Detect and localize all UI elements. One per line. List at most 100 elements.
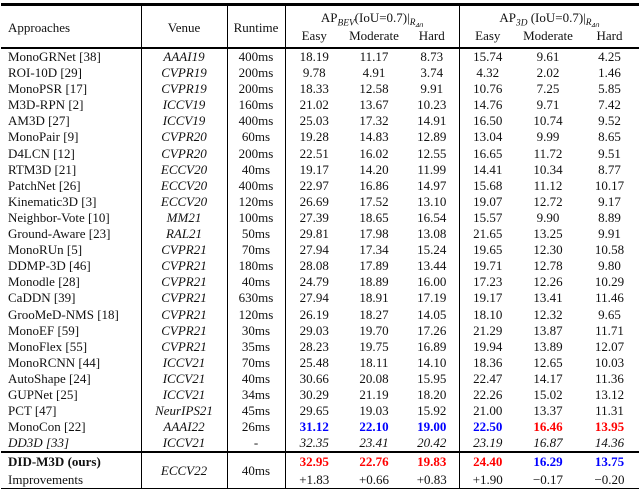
runtime-cell: 70ms xyxy=(227,242,286,259)
metric-3d-easy: 15.74 xyxy=(473,49,503,64)
col-header-runtime: Runtime xyxy=(227,4,286,49)
approach-name: MonoRUn [5] xyxy=(1,242,142,259)
metric-3d-moderate: 14.17 xyxy=(533,370,563,386)
metric-bev-hard: 12.55 xyxy=(405,145,460,162)
header-sub-row: Easy Moderate Hard Easy Moderate Hard xyxy=(1,27,640,49)
metric-bev-hard: 14.05 xyxy=(405,306,460,323)
runtime-cell: 34ms xyxy=(227,386,286,404)
venue-cell: ICCV21 xyxy=(141,354,228,371)
approach-name: MonoGRNet [38] xyxy=(1,48,142,66)
metric-bev-easy: 32.35 xyxy=(299,435,329,451)
metric-3d-hard: 11.71 xyxy=(595,322,624,338)
metric-3d-easy: 15.57 xyxy=(473,209,503,225)
approach-name: AutoShape [24] xyxy=(1,370,142,387)
runtime-cell: 400ms xyxy=(227,177,286,194)
runtime-cell: 26ms xyxy=(227,419,286,436)
runtime-cell: 35ms xyxy=(227,338,286,355)
metric-3d-easy: 4.32 xyxy=(476,65,500,81)
table-row: MonoFlex [55] CVPR21 35ms 28.23 19.75 16… xyxy=(1,338,639,355)
metric-3d-moderate: 13.89 xyxy=(533,338,563,354)
table-row: GUPNet [25] ICCV21 34ms 30.29 21.19 18.2… xyxy=(1,386,639,404)
metric-bev-hard: 20.42 xyxy=(405,435,460,453)
improvements-label: Improvements xyxy=(1,470,142,489)
approach-name: M3D-RPN [2] xyxy=(1,97,142,114)
venue-cell: ECCV22 xyxy=(141,451,228,489)
metric-bev-easy: 22.51 xyxy=(299,145,329,161)
table-header: Approaches Venue Runtime APBEV(IoU=0.7)|… xyxy=(1,4,640,49)
metric-bev-hard: 8.73 xyxy=(405,48,460,66)
col-group-ap-bev: APBEV(IoU=0.7)|R40 xyxy=(285,4,460,27)
table-row: DDMP-3D [46] CVPR21 180ms 28.08 17.89 13… xyxy=(1,258,639,275)
approach-name: DD3D [33] xyxy=(1,435,142,453)
runtime-cell: 30ms xyxy=(227,322,286,339)
venue-cell: ECCV20 xyxy=(141,161,228,178)
runtime-cell: 45ms xyxy=(227,403,286,420)
metric-3d-moderate: 11.12 xyxy=(533,177,563,193)
metric-bev-easy: 25.03 xyxy=(299,113,329,129)
approach-name: MonoCon [22] xyxy=(1,419,142,436)
runtime-cell: 400ms xyxy=(227,48,286,66)
metric-bev-moderate: 17.34 xyxy=(359,242,389,258)
approach-name: DDMP-3D [46] xyxy=(1,258,142,275)
table-row: PCT [47] NeurIPS21 45ms 29.65 19.03 15.9… xyxy=(1,403,639,420)
metric-bev-easy: 19.28 xyxy=(299,129,329,145)
col-header-venue: Venue xyxy=(141,4,228,49)
metric-bev-hard: 16.00 xyxy=(405,274,460,291)
metric-3d-easy: 24.40 xyxy=(459,451,517,471)
metric-3d-hard: 8.89 xyxy=(598,209,621,225)
venue-cell: CVPR21 xyxy=(141,274,228,291)
table-row-ours: DID-M3D (ours) ECCV22 40ms 32.95 22.76 1… xyxy=(1,451,640,489)
table-row-improvements: Improvements +1.83 +0.66 +0.83 +1.90 −0.… xyxy=(1,470,639,489)
metric-bev-hard: 10.23 xyxy=(405,97,460,114)
venue-cell: CVPR20 xyxy=(141,129,228,146)
metric-3d-hard: 7.42 xyxy=(598,97,621,113)
metric-bev-hard: 11.99 xyxy=(405,161,460,178)
metric-bev-easy: 32.95 xyxy=(285,451,343,471)
metric-bev-moderate: 18.65 xyxy=(359,209,389,225)
table-row: MonoPSR [17] CVPR19 200ms 18.33 12.58 9.… xyxy=(1,81,639,98)
runtime-cell: 50ms xyxy=(227,226,286,243)
metric-bev-moderate: 18.27 xyxy=(359,306,389,322)
approach-name: Neighbor-Vote [10] xyxy=(1,209,142,227)
metric-3d-easy: 19.94 xyxy=(473,338,503,354)
approach-name: DID-M3D (ours) xyxy=(1,451,142,471)
metric-3d-hard: 9.65 xyxy=(598,306,621,322)
metric-3d-hard: 11.36 xyxy=(595,370,624,386)
metric-3d-easy: 16.65 xyxy=(473,145,503,161)
metric-bev-easy: 31.12 xyxy=(299,419,329,435)
metric-bev-hard: 15.92 xyxy=(405,403,460,420)
venue-cell: ICCV21 xyxy=(141,370,228,387)
metric-3d-hard: 8.65 xyxy=(598,129,621,145)
approach-name: MonoEF [59] xyxy=(1,322,142,339)
table-row: DD3D [33] ICCV21 - 32.35 23.41 20.42 23.… xyxy=(1,435,639,453)
metric-3d-moderate: 13.37 xyxy=(533,403,563,419)
metric-3d-easy: 17.23 xyxy=(473,274,503,290)
approach-name: MonoPSR [17] xyxy=(1,81,142,98)
metric-3d-easy: 23.19 xyxy=(473,435,503,451)
metric-3d-moderate: 12.65 xyxy=(533,354,563,370)
metric-bev-moderate: 16.86 xyxy=(359,177,389,193)
runtime-cell: 100ms xyxy=(227,209,286,227)
improvement-bev-moderate: +0.66 xyxy=(358,471,390,487)
metric-3d-moderate: 12.78 xyxy=(533,258,563,274)
metric-bev-hard: 17.19 xyxy=(405,290,460,307)
metric-bev-easy: 30.29 xyxy=(299,386,329,402)
metric-3d-easy: 16.50 xyxy=(473,113,503,129)
venue-cell: NeurIPS21 xyxy=(141,403,228,420)
table-row: Neighbor-Vote [10] MM21 100ms 27.39 18.6… xyxy=(1,209,639,227)
metric-bev-easy: 28.08 xyxy=(299,258,329,274)
metric-3d-hard: 13.12 xyxy=(594,386,625,402)
metric-bev-moderate: 23.41 xyxy=(359,435,389,451)
metric-3d-moderate: 7.25 xyxy=(536,81,560,97)
approach-name: MonoPair [9] xyxy=(1,129,142,146)
metric-3d-moderate: 9.61 xyxy=(536,49,560,64)
col-header-3d-moderate: Moderate xyxy=(516,27,581,49)
approach-name: RTM3D [21] xyxy=(1,161,142,178)
table-row: Ground-Aware [23] RAL21 50ms 29.81 17.98… xyxy=(1,226,639,243)
approach-name: AM3D [27] xyxy=(1,113,142,130)
approach-name: MonoRCNN [44] xyxy=(1,354,142,371)
metric-bev-easy: 19.17 xyxy=(299,161,329,177)
metric-3d-easy: 19.17 xyxy=(473,290,503,306)
approach-name: Monodle [28] xyxy=(1,274,142,291)
metric-bev-moderate: 20.08 xyxy=(359,370,389,386)
